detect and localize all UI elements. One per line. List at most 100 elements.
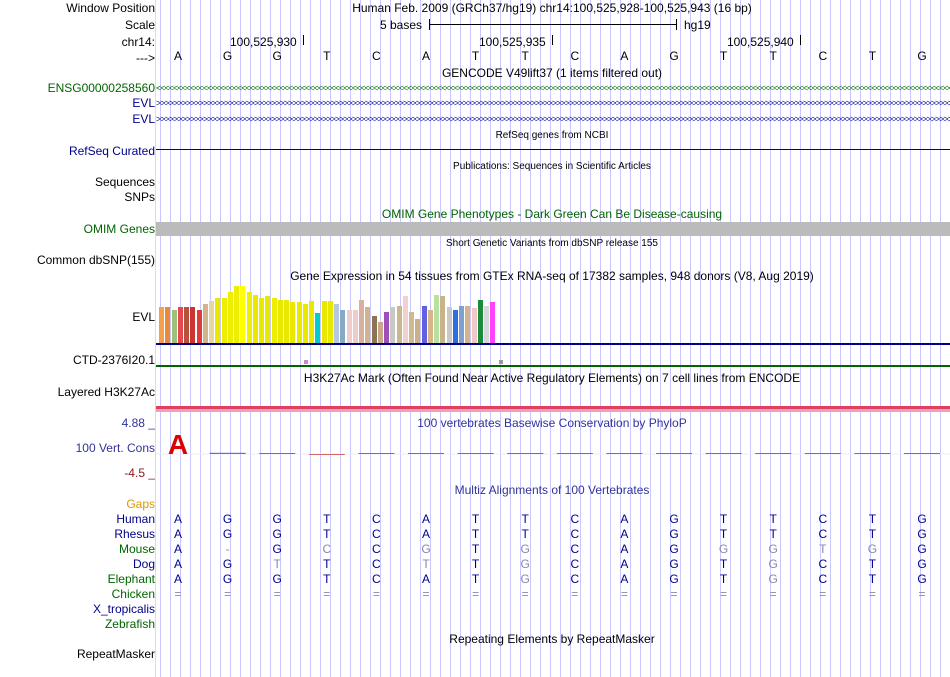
gtex-tissue-bar[interactable] [346,310,352,343]
repeatmasker-title[interactable]: Repeating Elements by RepeatMasker [449,632,655,646]
gtex-tissue-bar[interactable] [327,301,333,343]
gene-track-ensg[interactable]: <<<<<<<<<<<<<<<<<<<<<<<<<<<<<<<<<<<<<<<<… [156,84,950,93]
species-label-human[interactable]: Human [116,512,155,526]
gtex-tissue-bar[interactable] [302,304,308,343]
gtex-tissue-bar[interactable] [309,301,314,343]
track-label-gtex[interactable]: EVL [132,310,155,324]
gtex-tissue-bar[interactable] [421,306,427,343]
gtex-tissue-bar[interactable] [334,304,339,343]
alignment-base: = [868,587,876,601]
gtex-tissue-bar[interactable] [340,310,346,343]
gtex-tissue-bar[interactable] [484,306,489,343]
gtex-tissue-bar[interactable] [296,302,302,343]
gtex-tissue-bar[interactable] [271,298,277,343]
gtex-tissue-bar[interactable] [240,286,246,343]
gtex-tissue-bar[interactable] [490,302,496,343]
gtex-tissue-bar[interactable] [215,298,221,343]
gtex-tissue-bar[interactable] [371,316,377,343]
gtex-tissue-bar[interactable] [196,310,202,343]
track-label-ensg[interactable]: ENSG00000258560 [47,81,155,95]
coord-label-3: 100,525,940 [727,35,794,49]
phylop-plot[interactable]: A [156,430,950,474]
gtex-tissue-bar[interactable] [390,307,396,343]
species-label-x-tropicalis[interactable]: X_tropicalis [92,602,155,616]
track-label-snps[interactable]: SNPs [124,190,155,204]
species-label-rhesus[interactable]: Rhesus [114,527,155,541]
gtex-tissue-bar[interactable] [440,296,446,343]
gtex-tissue-bar[interactable] [159,307,164,343]
gtex-tissue-bar[interactable] [184,307,189,343]
gtex-tissue-bar[interactable] [384,312,389,343]
gene-track-evl-1[interactable]: >>>>>>>>>>>>>>>>>>>>>>>>>>>>>>>>>>>>>>>>… [156,99,950,108]
gtex-tissue-bar[interactable] [365,307,371,343]
gtex-tissue-bar[interactable] [265,296,271,343]
gtex-tissue-bar[interactable] [434,295,439,343]
gtex-tissue-bar[interactable] [427,310,433,343]
track-label-sequences[interactable]: Sequences [94,175,155,189]
gtex-tissue-bar[interactable] [377,322,383,343]
gtex-tissue-bar[interactable] [459,306,464,343]
alignment-base: G [421,542,431,556]
gtex-tissue-bar[interactable] [246,292,252,343]
gtex-tissue-bar[interactable] [396,306,402,343]
gtex-tissue-bar[interactable] [177,307,183,343]
gtex-tissue-bar[interactable] [165,307,171,343]
gtex-tissue-bar[interactable] [402,296,408,343]
publications-title[interactable]: Publications: Sequences in Scientific Ar… [453,161,651,172]
track-label-phylop[interactable]: 100 Vert. Cons [75,441,155,455]
alignment-base: G [669,557,679,571]
gtex-tissue-bar[interactable] [252,295,258,343]
track-label-refseq[interactable]: RefSeq Curated [68,144,155,158]
gtex-tissue-bar[interactable] [465,306,471,343]
gtex-tissue-bar[interactable] [221,298,227,343]
gtex-tissue-bar[interactable] [209,301,214,343]
gtex-tissue-bar[interactable] [471,308,477,343]
gene-track-evl-2[interactable]: >>>>>>>>>>>>>>>>>>>>>>>>>>>>>>>>>>>>>>>>… [156,115,950,124]
track-label-evl-2[interactable]: EVL [132,112,155,126]
omim-title[interactable]: OMIM Gene Phenotypes - Dark Green Can Be… [381,207,723,221]
species-label-dog[interactable]: Dog [132,557,155,571]
gtex-tissue-bar[interactable] [259,298,264,343]
track-label-h3k27ac[interactable]: Layered H3K27Ac [57,385,155,399]
dbsnp-title[interactable]: Short Genetic Variants from dbSNP releas… [446,238,658,249]
gtex-title[interactable]: Gene Expression in 54 tissues from GTEx … [290,269,814,283]
species-label-elephant[interactable]: Elephant [107,572,155,586]
h3k27ac-title[interactable]: H3K27Ac Mark (Often Found Near Active Re… [303,371,801,385]
gtex-tissue-bar[interactable] [359,300,364,343]
multiz-title[interactable]: Multiz Alignments of 100 Vertebrates [454,483,650,497]
gtex-tissue-bar[interactable] [277,300,283,343]
gtex-tissue-bar[interactable] [446,307,452,343]
track-label-dbsnp[interactable]: Common dbSNP(155) [36,253,155,267]
track-label-omim[interactable]: OMIM Genes [83,222,155,236]
track-image-area[interactable]: Human Feb. 2009 (GRCh37/hg19) chr14:100,… [156,0,950,677]
track-label-repeatmasker[interactable]: RepeatMasker [76,647,155,661]
gtex-tissue-bar[interactable] [477,300,483,343]
gtex-tissue-bar[interactable] [409,312,414,343]
gtex-tissue-bar[interactable] [171,310,177,343]
phylop-score-bar [556,453,593,454]
gtex-tissue-bar[interactable] [352,310,358,343]
gtex-tissue-bar[interactable] [234,286,239,343]
gridline [740,0,741,677]
ctd-gene-line[interactable] [156,365,950,367]
gtex-tissue-bar[interactable] [452,310,458,343]
track-label-evl-1[interactable]: EVL [132,96,155,110]
refseq-gene-line[interactable] [156,149,950,150]
track-label-ctd[interactable]: CTD-2376I20.1 [72,353,155,367]
refseq-title[interactable]: RefSeq genes from NCBI [495,130,609,141]
species-label-zebrafish[interactable]: Zebrafish [104,617,155,631]
gtex-bar-chart[interactable] [156,283,536,343]
species-label-mouse[interactable]: Mouse [118,542,155,556]
gtex-tissue-bar[interactable] [190,307,196,343]
omim-gene-bar[interactable] [156,222,950,236]
gtex-tissue-bar[interactable] [290,302,296,343]
phylop-title[interactable]: 100 vertebrates Basewise Conservation by… [417,416,687,430]
species-label-chicken[interactable]: Chicken [111,587,155,601]
gtex-tissue-bar[interactable] [321,301,327,343]
gtex-tissue-bar[interactable] [284,300,289,343]
gencode-title[interactable]: GENCODE V49lift37 (1 items filtered out) [441,66,663,80]
gtex-tissue-bar[interactable] [227,292,233,343]
gtex-tissue-bar[interactable] [315,313,321,343]
gtex-tissue-bar[interactable] [415,319,421,343]
gtex-tissue-bar[interactable] [202,304,208,343]
